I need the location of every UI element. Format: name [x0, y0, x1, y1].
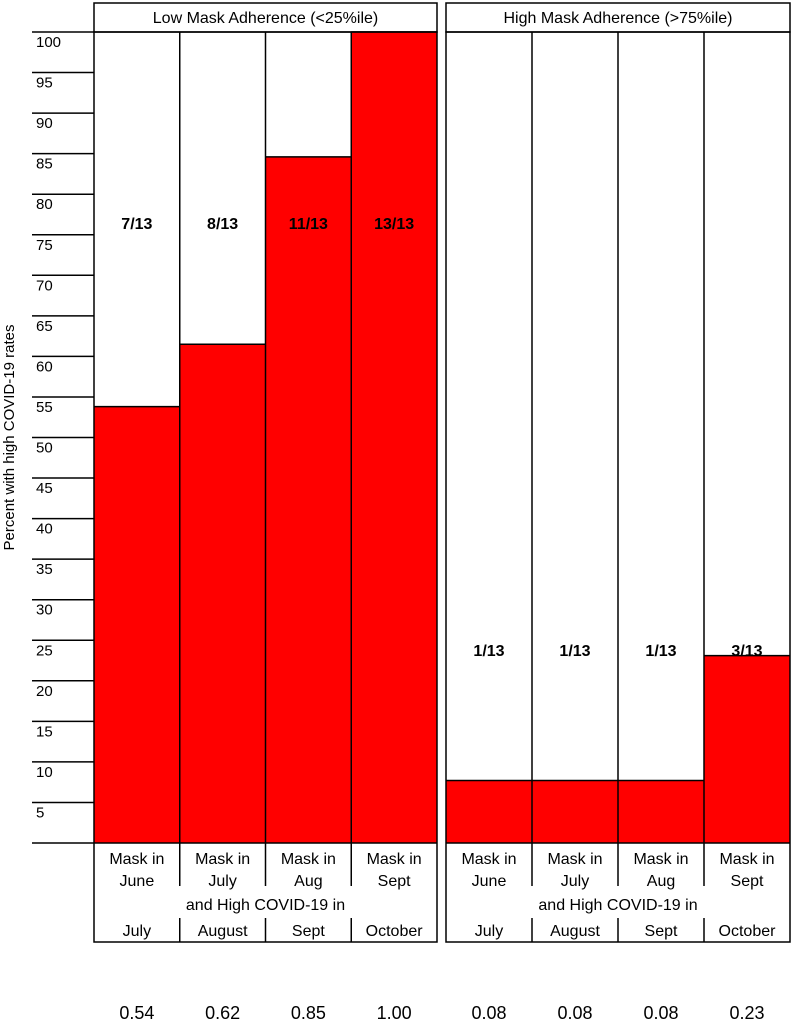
category-outcome-label: October — [719, 923, 777, 940]
bar-fraction-label: 1/13 — [559, 643, 590, 660]
y-tick-label: 100 — [36, 34, 61, 51]
bar-proportion-label: 0.85 — [291, 1003, 326, 1023]
y-tick-label: 70 — [36, 277, 53, 294]
y-tick-label: 55 — [36, 399, 53, 416]
y-tick-label: 25 — [36, 642, 53, 659]
category-mask-label: Mask in — [547, 851, 602, 868]
bar-proportion-label: 0.08 — [643, 1003, 678, 1023]
y-tick-label: 35 — [36, 561, 53, 578]
bar-fraction-label: 1/13 — [473, 643, 504, 660]
panel-title: Low Mask Adherence (<25%ile) — [153, 10, 378, 27]
bar-fraction-label: 1/13 — [645, 643, 676, 660]
y-tick-label: 50 — [36, 440, 53, 457]
category-outcome-label: July — [123, 923, 151, 940]
panel-title: High Mask Adherence (>75%ile) — [503, 10, 732, 27]
y-axis-label: Percent with high COVID-19 rates — [1, 325, 18, 551]
bar-proportion-label: 0.54 — [119, 1003, 154, 1023]
category-outcome-label: October — [366, 923, 424, 940]
y-tick-label: 15 — [36, 723, 53, 740]
y-tick-label: 5 — [36, 804, 44, 821]
bar — [351, 32, 437, 843]
bar-proportion-label: 0.08 — [471, 1003, 506, 1023]
category-month-label: Aug — [647, 873, 675, 890]
category-outcome-label: Sept — [645, 923, 678, 940]
bar-fraction-label: 7/13 — [121, 216, 152, 233]
category-mask-label: Mask in — [195, 851, 250, 868]
category-outcome-label: Sept — [292, 923, 325, 940]
y-tick-label: 45 — [36, 480, 53, 497]
category-month-label: July — [208, 873, 236, 890]
y-tick-label: 60 — [36, 358, 53, 375]
panel-title-box — [445, 2, 791, 33]
bar-fraction-label: 3/13 — [731, 643, 762, 660]
category-outcome-label: July — [475, 923, 503, 940]
bar-fraction-label: 13/13 — [374, 216, 414, 233]
category-mask-label: Mask in — [461, 851, 516, 868]
bar-proportion-label: 1.00 — [377, 1003, 412, 1023]
bar — [532, 780, 618, 843]
bar-fraction-label: 11/13 — [289, 216, 328, 233]
category-mask-label: Mask in — [281, 851, 336, 868]
y-tick-label: 10 — [36, 764, 53, 781]
category-mask-label: Mask in — [367, 851, 422, 868]
y-tick-label: 80 — [36, 196, 53, 213]
bar-proportion-label: 0.23 — [729, 1003, 764, 1023]
panel-title-box — [93, 2, 438, 33]
bar-fraction-label: 8/13 — [207, 216, 238, 233]
bar — [618, 780, 704, 843]
category-month-label: Sept — [378, 873, 411, 890]
category-mask-label: Mask in — [719, 851, 774, 868]
category-outcome-label: August — [550, 923, 600, 940]
bar — [179, 344, 266, 843]
panel-frame — [445, 31, 791, 943]
y-tick-label: 30 — [36, 602, 53, 619]
category-mask-label: Mask in — [109, 851, 164, 868]
category-month-label: June — [472, 873, 507, 890]
y-tick-label: 85 — [36, 156, 53, 173]
category-month-label: July — [561, 873, 589, 890]
y-tick-label: 20 — [36, 683, 53, 700]
category-month-label: Sept — [731, 873, 764, 890]
bar-proportion-label: 0.62 — [205, 1003, 240, 1023]
y-tick-label: 95 — [36, 75, 53, 92]
y-tick-label: 65 — [36, 318, 53, 335]
bar — [446, 780, 532, 843]
y-tick-label: 90 — [36, 115, 53, 132]
bar — [704, 655, 790, 843]
category-month-label: June — [120, 873, 155, 890]
x-row-label: and High COVID-19 in — [186, 897, 345, 914]
bar — [265, 156, 352, 844]
category-mask-label: Mask in — [633, 851, 688, 868]
category-outcome-label: August — [198, 923, 248, 940]
bar — [94, 406, 180, 843]
category-month-label: Aug — [294, 873, 322, 890]
bar-proportion-label: 0.08 — [557, 1003, 592, 1023]
x-row-label: and High COVID-19 in — [538, 897, 697, 914]
y-tick-label: 40 — [36, 521, 53, 538]
panel-frame — [93, 31, 438, 943]
y-tick-label: 75 — [36, 237, 53, 254]
